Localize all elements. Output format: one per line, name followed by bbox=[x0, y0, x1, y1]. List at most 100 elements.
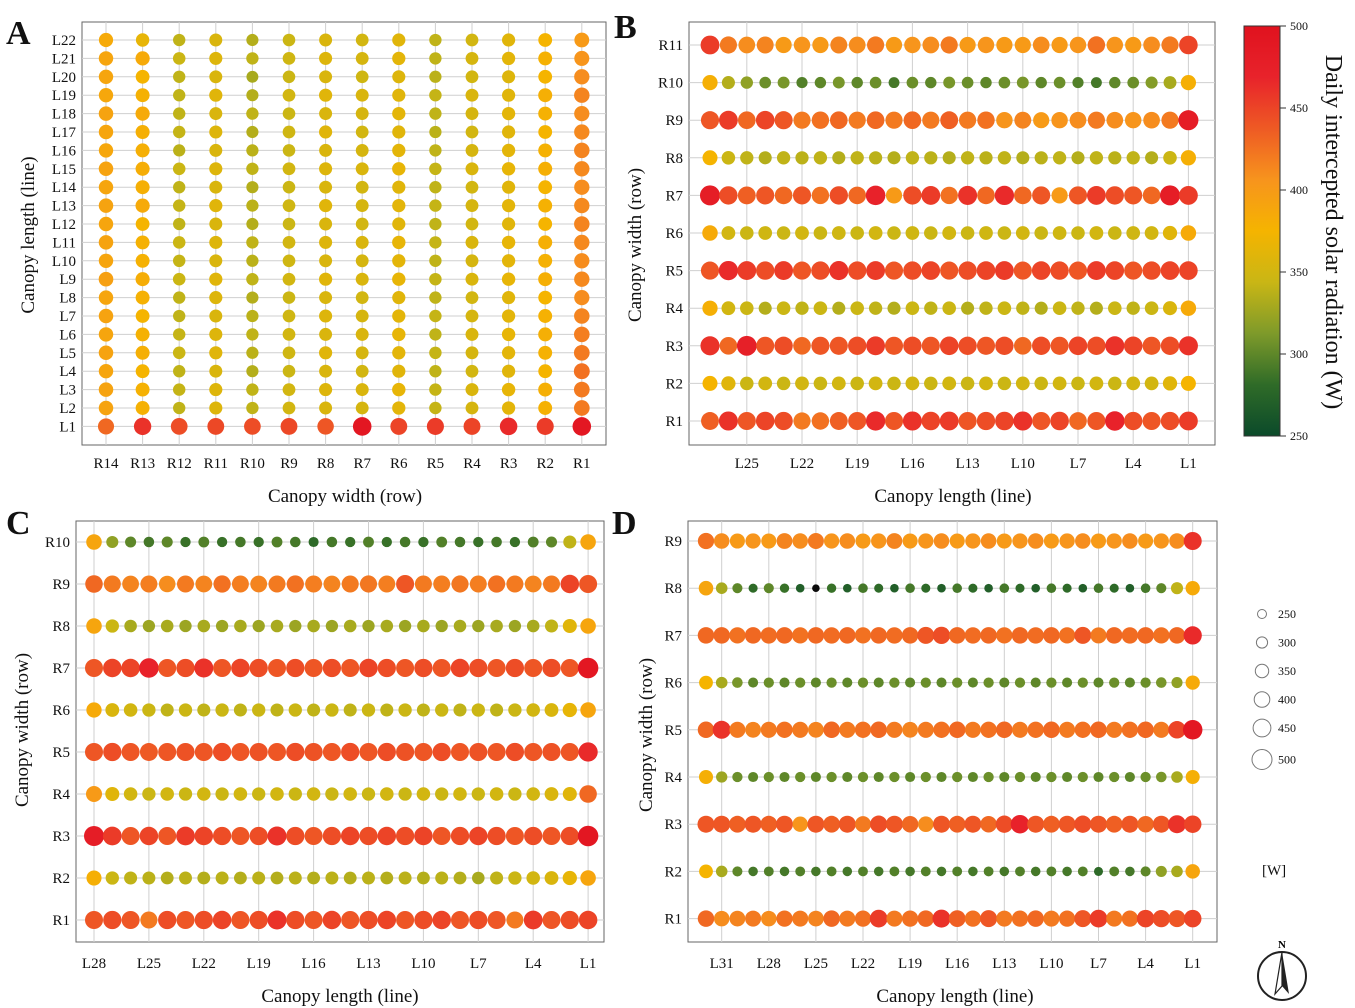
data-point bbox=[465, 180, 479, 194]
data-point bbox=[964, 910, 982, 927]
data-point bbox=[1069, 36, 1087, 54]
data-point bbox=[1106, 111, 1124, 129]
data-point bbox=[142, 703, 156, 717]
data-point bbox=[209, 107, 223, 121]
data-point bbox=[562, 702, 577, 718]
data-point bbox=[380, 871, 394, 885]
y-tick-label: L7 bbox=[59, 309, 76, 325]
data-point bbox=[304, 658, 323, 678]
data-point bbox=[1108, 226, 1122, 240]
data-point bbox=[983, 677, 994, 688]
data-point bbox=[209, 88, 223, 102]
data-point bbox=[1058, 910, 1076, 927]
data-point bbox=[429, 309, 442, 323]
data-point bbox=[759, 76, 772, 89]
data-point bbox=[984, 583, 993, 593]
data-point bbox=[574, 308, 590, 324]
x-tick-label: R7 bbox=[353, 456, 371, 472]
data-point bbox=[920, 771, 931, 783]
data-point bbox=[574, 253, 590, 269]
data-point bbox=[1068, 336, 1088, 356]
colorbar: 250 300 350 400 450 500 Daily intercepted sol… bbox=[1243, 19, 1346, 443]
data-point bbox=[249, 826, 268, 846]
data-point bbox=[905, 677, 916, 688]
data-point bbox=[1090, 627, 1107, 644]
data-point bbox=[854, 816, 872, 833]
data-point bbox=[322, 826, 342, 846]
data-point bbox=[776, 151, 791, 165]
data-point bbox=[1071, 226, 1085, 240]
data-point bbox=[355, 107, 369, 121]
data-point bbox=[179, 871, 192, 885]
data-point bbox=[1137, 721, 1154, 739]
data-point bbox=[355, 309, 369, 323]
data-point bbox=[453, 619, 467, 633]
data-point bbox=[396, 574, 415, 594]
data-point bbox=[964, 721, 981, 738]
data-point bbox=[1027, 533, 1044, 549]
data-point bbox=[121, 742, 140, 762]
colorbar-tick-label: 400 bbox=[1290, 183, 1308, 197]
data-point bbox=[341, 575, 359, 593]
data-point bbox=[173, 107, 186, 120]
data-point bbox=[252, 787, 266, 801]
data-point bbox=[377, 910, 397, 930]
data-point bbox=[700, 336, 720, 356]
data-point bbox=[267, 910, 287, 930]
data-point bbox=[1152, 909, 1170, 928]
data-point bbox=[901, 910, 919, 927]
data-point bbox=[729, 721, 746, 738]
data-point bbox=[207, 417, 225, 435]
data-point bbox=[868, 301, 883, 315]
data-point bbox=[212, 826, 232, 846]
data-point bbox=[823, 721, 840, 739]
data-point bbox=[1011, 721, 1029, 738]
data-point bbox=[1031, 261, 1051, 280]
x-tick-label: L4 bbox=[1125, 456, 1142, 472]
data-point bbox=[823, 627, 840, 644]
data-point bbox=[542, 575, 561, 593]
data-point bbox=[142, 619, 156, 633]
data-point bbox=[325, 871, 339, 885]
data-point bbox=[267, 826, 287, 846]
data-point bbox=[808, 721, 824, 738]
data-point bbox=[84, 826, 104, 846]
x-tick-label: L22 bbox=[790, 456, 814, 472]
data-point bbox=[544, 871, 559, 885]
data-point bbox=[505, 658, 525, 678]
data-point bbox=[848, 261, 867, 280]
data-point bbox=[280, 417, 298, 435]
data-point bbox=[1087, 336, 1106, 355]
data-point bbox=[842, 771, 853, 783]
data-point bbox=[542, 826, 561, 846]
y-tick-label: R2 bbox=[665, 376, 683, 392]
x-tick-label: R10 bbox=[240, 456, 265, 472]
data-point bbox=[884, 261, 904, 280]
data-point bbox=[355, 162, 369, 176]
data-point bbox=[902, 721, 918, 738]
y-tick-label: R5 bbox=[664, 723, 682, 739]
data-point bbox=[1077, 771, 1088, 783]
data-point bbox=[1162, 376, 1178, 391]
data-point bbox=[1180, 150, 1197, 166]
x-tick-label: L19 bbox=[247, 956, 271, 972]
data-point bbox=[319, 364, 333, 378]
data-point bbox=[319, 217, 333, 231]
data-point bbox=[502, 291, 516, 305]
data-point bbox=[949, 533, 965, 549]
tick-labels: L1 L4 L7 L10 L13 L16 L19 L22 L25 L28 L31 R9 R8 R7 R6 R5… bbox=[664, 534, 1201, 972]
y-tick-label: R9 bbox=[664, 534, 682, 550]
data-point bbox=[429, 383, 442, 396]
data-point bbox=[1178, 110, 1199, 131]
data-point bbox=[1137, 815, 1154, 833]
data-point bbox=[288, 703, 302, 717]
data-point bbox=[562, 618, 577, 634]
data-point bbox=[250, 575, 268, 593]
data-point bbox=[574, 87, 590, 103]
data-point bbox=[1046, 866, 1057, 877]
data-point bbox=[997, 376, 1012, 391]
data-point bbox=[740, 151, 754, 165]
data-point bbox=[359, 658, 378, 678]
data-point bbox=[282, 401, 296, 415]
data-point bbox=[282, 107, 296, 120]
